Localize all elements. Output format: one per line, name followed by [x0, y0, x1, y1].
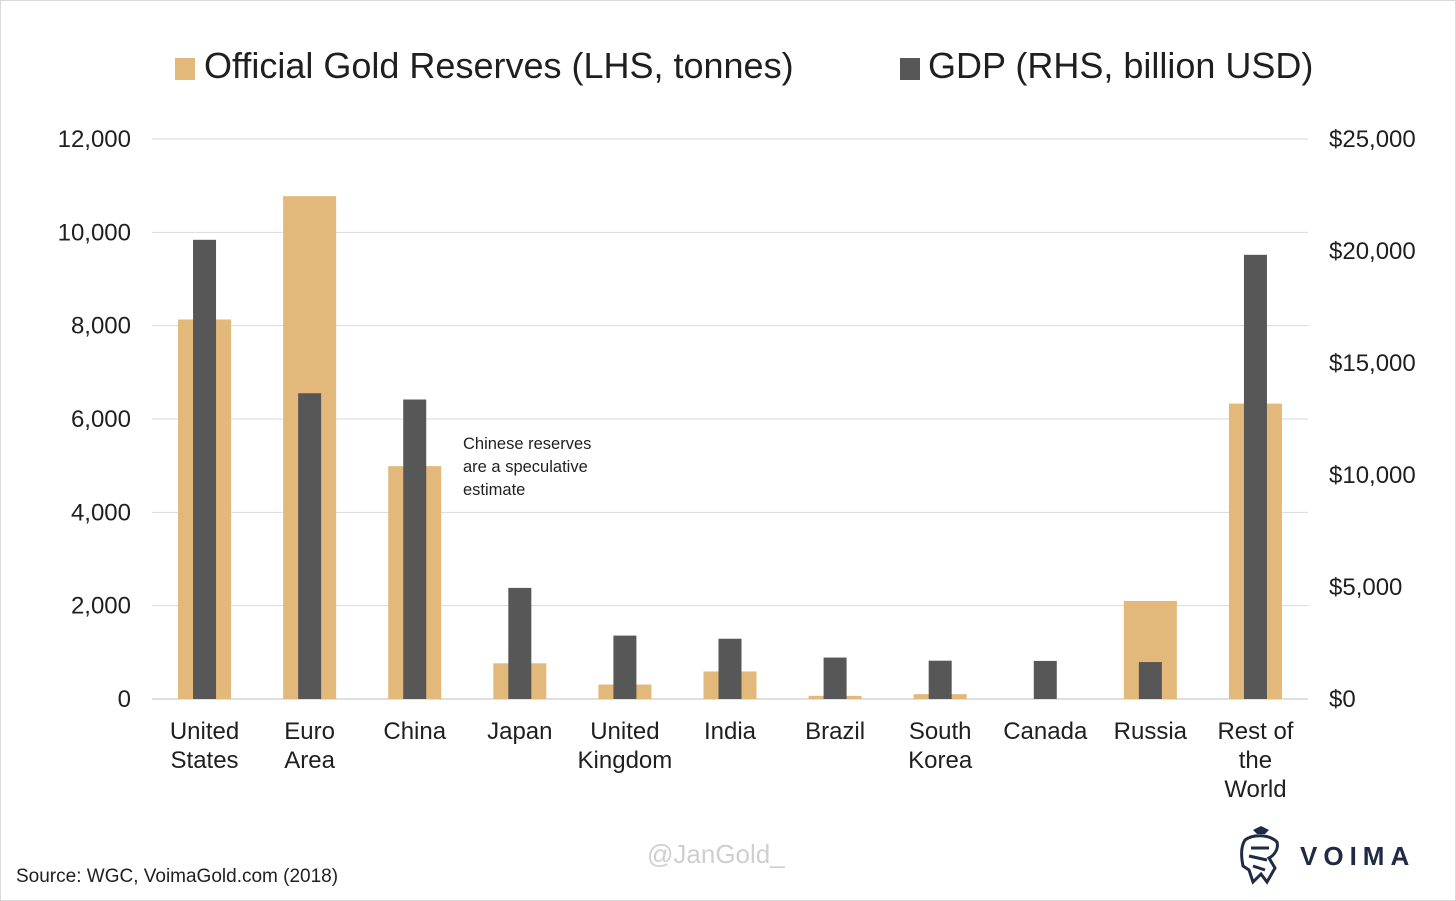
lion-crest-icon — [1240, 826, 1279, 885]
right-tick-label: $20,000 — [1329, 238, 1416, 265]
right-tick-label: $5,000 — [1329, 574, 1402, 601]
category-label: Japan — [487, 718, 552, 745]
right-axis-ticks: $0 $5,000 $10,000 $15,000 $20,000 $25,000 — [1329, 126, 1416, 713]
left-tick-label: 4,000 — [71, 499, 131, 526]
category-label: Russia — [1114, 718, 1188, 745]
category-label: India — [704, 718, 757, 745]
bar-gdp — [1033, 660, 1057, 699]
category-label: South Korea — [908, 718, 973, 774]
watermark: @JanGold_ — [647, 839, 785, 869]
bar-gdp — [928, 660, 952, 699]
bar-gdp — [718, 638, 742, 699]
left-tick-label: 6,000 — [71, 406, 131, 433]
grid-lines — [152, 138, 1308, 700]
bar-gdp — [1243, 254, 1267, 700]
category-label: China — [383, 718, 446, 745]
right-tick-label: $25,000 — [1329, 126, 1416, 153]
left-tick-label: 12,000 — [58, 126, 131, 153]
legend-swatch-gold — [175, 58, 195, 80]
category-labels: United States Euro Area China Japan United King… — [170, 718, 1294, 803]
bars — [178, 196, 1282, 700]
bar-gdp — [823, 657, 847, 699]
china-annotation: Chinese reserves are a speculative estimat… — [463, 435, 591, 499]
left-tick-label: 10,000 — [58, 219, 131, 246]
bar-gdp — [193, 239, 217, 700]
left-axis-ticks: 0 2,000 4,000 6,000 8,000 10,000 12,000 — [58, 126, 131, 713]
bar-gdp — [1138, 662, 1162, 699]
category-label: United States — [170, 718, 239, 774]
right-tick-label: $10,000 — [1329, 462, 1416, 489]
legend-swatch-gdp — [900, 58, 920, 80]
right-tick-label: $15,000 — [1329, 350, 1416, 377]
left-tick-label: 8,000 — [71, 313, 131, 340]
brand-wordmark: VOIMA — [1300, 841, 1415, 871]
bar-gdp — [403, 399, 427, 699]
right-tick-label: $0 — [1329, 686, 1356, 713]
legend-label-gold: Official Gold Reserves (LHS, tonnes) — [204, 45, 794, 86]
left-tick-label: 2,000 — [71, 593, 131, 620]
category-label: Brazil — [805, 718, 865, 745]
source-note: Source: WGC, VoimaGold.com (2018) — [16, 866, 338, 887]
legend-label-gdp: GDP (RHS, billion USD) — [928, 45, 1313, 86]
left-tick-label: 0 — [118, 686, 131, 713]
bar-gdp — [508, 587, 532, 699]
legend: Official Gold Reserves (LHS, tonnes) GDP… — [175, 45, 1313, 86]
category-label: Euro Area — [284, 718, 335, 774]
bar-gdp — [298, 393, 322, 699]
voima-logo: VOIMA — [1240, 826, 1415, 885]
category-label: United Kingdom — [578, 718, 673, 774]
category-label: Canada — [1003, 718, 1088, 745]
category-label: Rest of the World — [1217, 718, 1293, 803]
bar-gdp — [613, 635, 637, 699]
